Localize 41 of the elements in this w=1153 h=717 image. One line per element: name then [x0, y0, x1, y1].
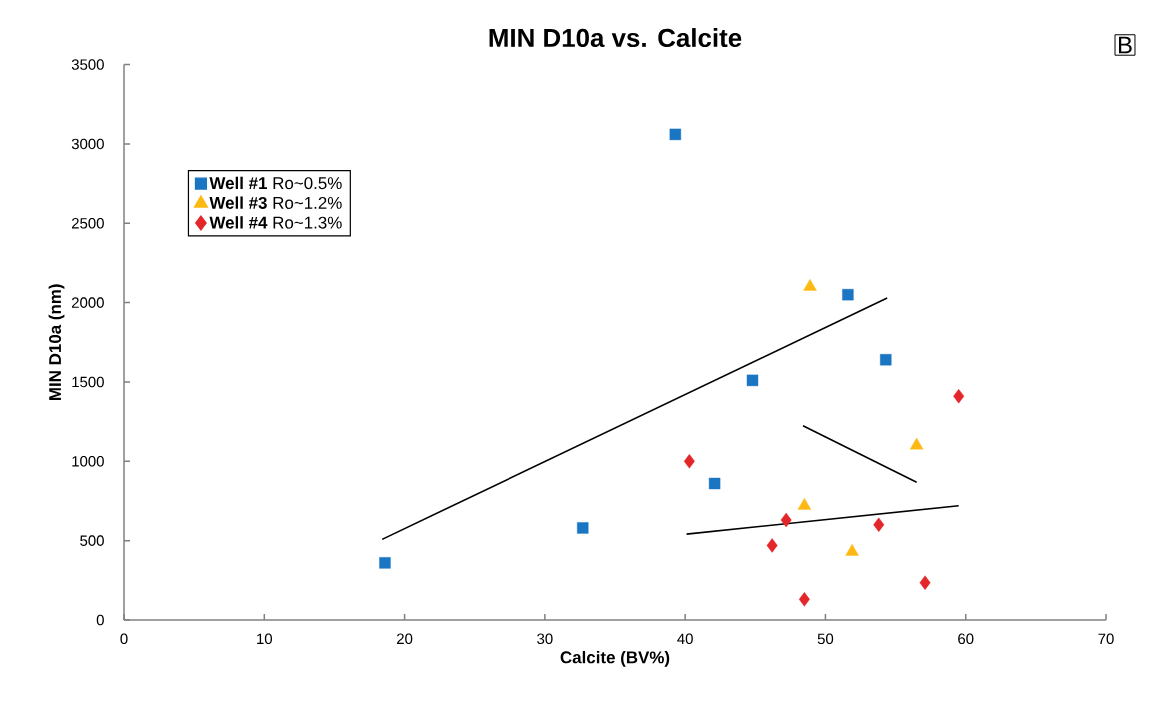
point [845, 544, 859, 556]
y-tick-label: 1000 [72, 456, 104, 467]
y-tick-label: 2000 [71, 297, 104, 308]
point [880, 354, 892, 366]
x-tick-label: 60 [958, 633, 974, 645]
point [873, 517, 885, 532]
x-tick-label: 0 [120, 633, 128, 645]
y-axis-title: MIN D10a (nm) [48, 284, 65, 400]
y-tick-label: 2500 [71, 217, 104, 229]
point [780, 512, 792, 528]
legend-label: Well #3 Ro~1.2% [209, 196, 342, 209]
x-tick-label: 50 [817, 633, 834, 645]
point [669, 128, 682, 141]
text: B [1119, 36, 1132, 54]
x-tick-label: 40 [677, 633, 693, 645]
point [708, 477, 721, 490]
point [683, 454, 695, 469]
x-tick-label: 10 [257, 633, 273, 645]
point [577, 522, 589, 534]
y-tick-label: 3000 [71, 138, 104, 150]
chart-title: MIN D10a vs. Calcite [489, 28, 742, 48]
point [953, 389, 965, 404]
point [379, 557, 391, 569]
point [919, 575, 931, 590]
y-tick-label: 1500 [72, 376, 104, 388]
point [909, 437, 924, 450]
x-tick-label: 30 [537, 633, 553, 645]
x-axis-title: Calcite (BV%) [560, 650, 670, 667]
legend-label: Well #1 Ro~0.5% [209, 176, 342, 190]
point [746, 374, 759, 387]
point [766, 538, 778, 553]
x-tick-label: 70 [1098, 633, 1114, 645]
y-tick-label: 3500 [71, 59, 104, 70]
y-tick-label: 500 [80, 535, 104, 546]
y-tick-label: 0 [96, 614, 104, 626]
point [803, 279, 817, 291]
point [798, 592, 810, 607]
point [842, 288, 854, 301]
legend-label: Well #4 Ro~1.3% [209, 216, 342, 229]
point [797, 498, 812, 510]
x-tick-label: 20 [397, 633, 413, 645]
